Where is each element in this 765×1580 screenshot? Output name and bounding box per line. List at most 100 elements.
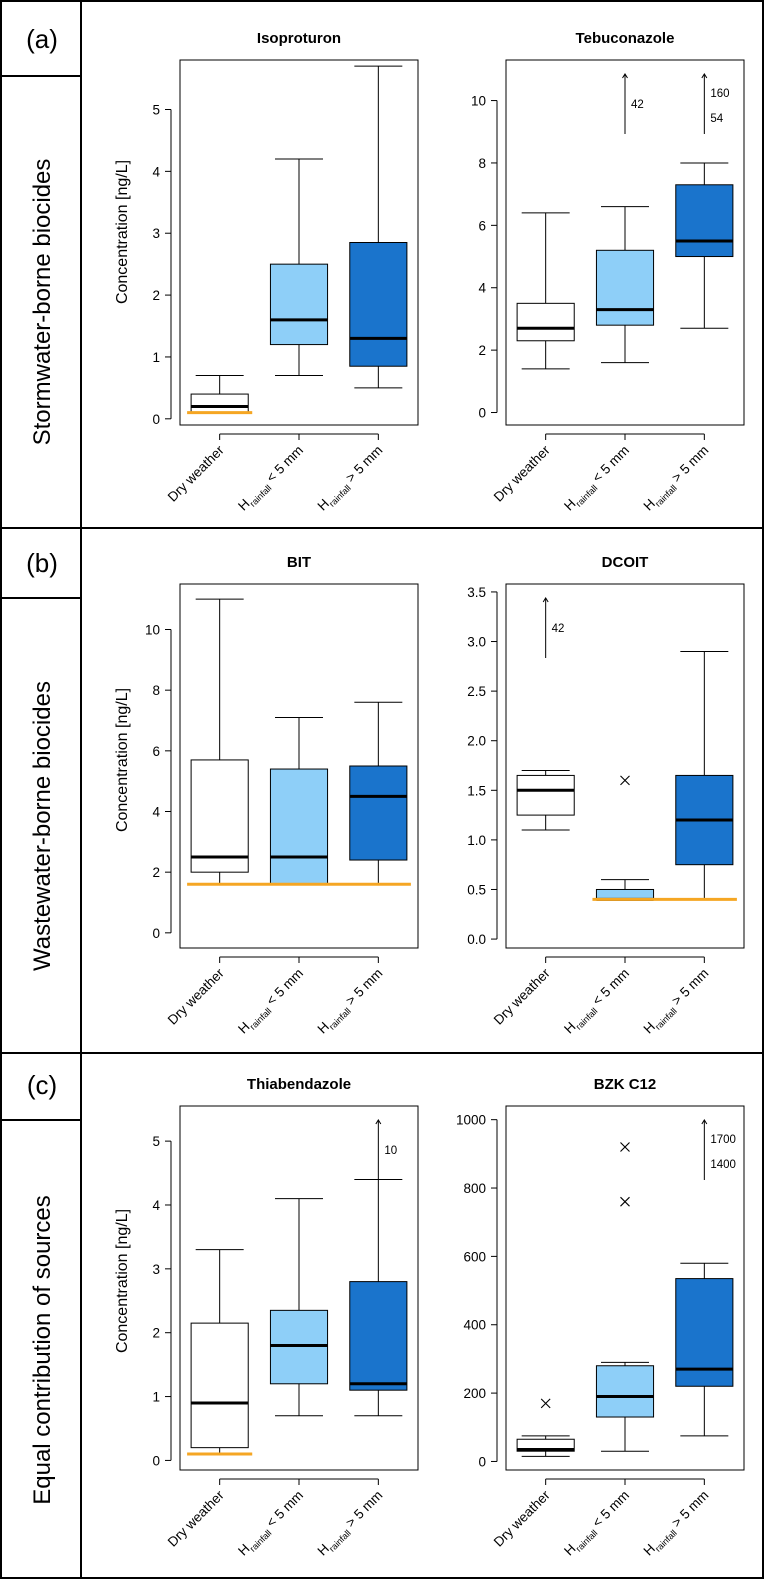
- box-dcoit-dry: [516, 774, 575, 816]
- x-tick-label-low: Hrainfall < 5 mm: [235, 1488, 308, 1561]
- outlier-marker-dcoit-low: [620, 775, 630, 786]
- x-tick-label-low: Hrainfall < 5 mm: [235, 966, 308, 1039]
- x-label-tail: < 5 mm: [261, 966, 306, 1011]
- x-label-tail: < 5 mm: [261, 1488, 306, 1533]
- box-thiabendazole-low: [269, 1309, 329, 1385]
- y-tick-label: 4: [152, 1198, 160, 1213]
- x-label-tail: > 5 mm: [666, 443, 711, 488]
- chart-title-isoproturon: Isoproturon: [257, 30, 341, 47]
- y-tick-label: 2.0: [467, 734, 486, 749]
- x-tick-label-high: Hrainfall > 5 mm: [640, 443, 713, 516]
- y-tick-label: 1.5: [467, 783, 486, 798]
- x-label-tail: > 5 mm: [666, 966, 711, 1011]
- x-tick-label-low: Hrainfall < 5 mm: [561, 966, 634, 1039]
- y-tick-label: 10: [145, 623, 160, 638]
- x-tick-label-low: Hrainfall < 5 mm: [561, 1488, 634, 1561]
- x-tick-label-low: Hrainfall < 5 mm: [561, 443, 634, 516]
- y-tick-label: 6: [152, 744, 160, 759]
- y-tick-label: 0: [152, 1453, 160, 1468]
- box-bzk-c12-dry: [516, 1438, 575, 1452]
- y-axis-label-row-a: Concentration [ng/L]: [114, 160, 131, 304]
- x-tick-label-dry: Dry weather: [491, 1487, 553, 1549]
- outlier-marker-bzk-c12-low: [620, 1196, 630, 1207]
- box-tebuconazole-high: [675, 184, 734, 258]
- y-tick-label: 8: [152, 683, 160, 698]
- y-tick-label: 600: [463, 1249, 486, 1264]
- offscale-value-label: 1700: [710, 1134, 736, 1146]
- offscale-value-label: 160: [710, 88, 729, 100]
- x-label-main: Dry weather: [491, 965, 553, 1027]
- y-tick-label: 400: [463, 1318, 486, 1333]
- chart-dcoit: DCOIT 0.0 0.5 1.0 1.5 2.0 2.5 3.0 3.5 Dry weather…: [467, 554, 745, 1039]
- panel-label-a: (a): [26, 24, 58, 54]
- y-tick-label: 2: [478, 343, 486, 358]
- x-label-tail: > 5 mm: [340, 443, 385, 488]
- x-label-tail: < 5 mm: [261, 443, 306, 488]
- box-thiabendazole-dry: [190, 1322, 249, 1449]
- y-tick-label: 4: [152, 164, 160, 179]
- outlier-marker-bzk-c12-dry: [540, 1398, 551, 1409]
- panel-label-b: (b): [26, 548, 58, 578]
- y-tick-label: 3: [152, 226, 160, 241]
- offscale-arrowhead-dcoit-dry: [542, 597, 549, 603]
- x-tick-label-high: Hrainfall > 5 mm: [314, 443, 387, 516]
- box-isoproturon-high: [349, 242, 408, 367]
- box-isoproturon-dry: [190, 393, 249, 414]
- offscale-arrowhead-bzk-c12-high: [701, 1119, 708, 1125]
- outlier-marker-bzk-c12-low: [620, 1142, 630, 1152]
- offscale-value-label: 1400: [710, 1159, 736, 1171]
- y-tick-label: 0: [152, 926, 160, 941]
- x-label-tail: < 5 mm: [587, 443, 632, 488]
- x-label-main: Dry weather: [491, 1487, 553, 1549]
- y-tick-label: 4: [152, 805, 160, 820]
- plot-frame-dcoit: [505, 583, 745, 949]
- y-tick-label: 10: [471, 94, 486, 109]
- y-tick-label: 2.5: [467, 684, 486, 699]
- y-tick-label: 0.5: [467, 882, 486, 897]
- x-tick-label-high: Hrainfall > 5 mm: [640, 966, 713, 1039]
- x-label-main: Dry weather: [491, 442, 553, 504]
- offscale-arrowhead-thiabendazole-high: [375, 1119, 382, 1125]
- box-thiabendazole-high: [349, 1281, 408, 1391]
- plot-frame-tebuconazole: [505, 59, 745, 426]
- box-isoproturon-low: [269, 263, 329, 346]
- box-bit-dry: [190, 759, 249, 873]
- box-tebuconazole-dry: [516, 302, 575, 342]
- plot-frame-isoproturon: [179, 59, 419, 426]
- y-tick-label: 3: [152, 1262, 160, 1277]
- x-label-tail: > 5 mm: [340, 966, 385, 1011]
- y-tick-label: 0: [152, 412, 160, 427]
- y-tick-label: 8: [478, 156, 486, 171]
- chart-title-bzk-c12: BZK C12: [594, 1076, 657, 1093]
- x-tick-label-dry: Dry weather: [491, 965, 553, 1027]
- chart-title-tebuconazole: Tebuconazole: [576, 30, 675, 47]
- x-label-tail: > 5 mm: [340, 1488, 385, 1533]
- y-tick-label: 3.0: [467, 635, 486, 650]
- x-label-tail: < 5 mm: [587, 966, 632, 1011]
- y-tick-label: 2: [152, 288, 160, 303]
- y-tick-label: 200: [463, 1386, 486, 1401]
- row-label-wastewater: Wastewater-borne biocides: [29, 681, 56, 971]
- y-tick-label: 0: [478, 406, 486, 421]
- x-label-main: Dry weather: [165, 442, 227, 504]
- x-tick-label-dry: Dry weather: [165, 1487, 227, 1549]
- y-tick-label: 6: [478, 218, 486, 233]
- y-tick-label: 2: [152, 865, 160, 880]
- x-tick-label-high: Hrainfall > 5 mm: [640, 1488, 713, 1561]
- x-tick-label-high: Hrainfall > 5 mm: [314, 966, 387, 1039]
- plot-frame-thiabendazole: [179, 1105, 419, 1471]
- y-tick-label: 1000: [456, 1113, 486, 1128]
- chart-title-bit: BIT: [287, 554, 311, 571]
- row-label-stormwater: Stormwater-borne biocides: [29, 159, 56, 446]
- offscale-value-label: 54: [710, 113, 723, 125]
- y-tick-label: 4: [478, 281, 486, 296]
- offscale-value-label: 42: [631, 99, 644, 111]
- x-tick-label-low: Hrainfall < 5 mm: [235, 443, 308, 516]
